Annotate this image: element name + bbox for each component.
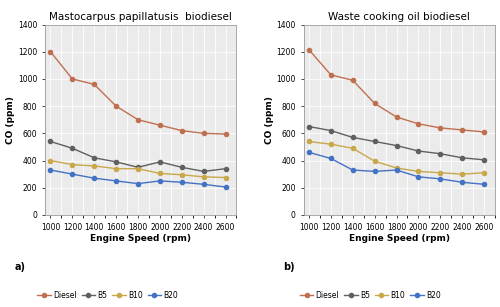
Diesel bbox=[416, 122, 422, 126]
B20 bbox=[459, 181, 465, 184]
Diesel bbox=[481, 130, 487, 134]
B20 bbox=[222, 185, 228, 189]
B5 bbox=[481, 158, 487, 162]
B20 bbox=[416, 175, 422, 179]
Diesel bbox=[179, 129, 185, 132]
Line: B10: B10 bbox=[307, 139, 486, 176]
B20 bbox=[70, 172, 75, 176]
B5 bbox=[135, 165, 141, 169]
B5 bbox=[179, 165, 185, 169]
Title: Waste cooking oil biodiesel: Waste cooking oil biodiesel bbox=[328, 12, 470, 22]
B10 bbox=[394, 166, 400, 170]
B5 bbox=[328, 129, 334, 132]
B20 bbox=[48, 168, 54, 172]
B5 bbox=[70, 146, 75, 150]
X-axis label: Engine Speed (rpm): Engine Speed (rpm) bbox=[349, 234, 450, 243]
B5 bbox=[222, 167, 228, 170]
B10 bbox=[481, 171, 487, 175]
B5 bbox=[91, 156, 97, 160]
B5 bbox=[306, 125, 312, 128]
B10 bbox=[157, 172, 163, 175]
B20 bbox=[135, 182, 141, 185]
Line: Diesel: Diesel bbox=[48, 50, 228, 136]
B20 bbox=[438, 177, 444, 181]
X-axis label: Engine Speed (rpm): Engine Speed (rpm) bbox=[90, 234, 191, 243]
B5 bbox=[438, 152, 444, 156]
B5 bbox=[394, 144, 400, 147]
Line: B10: B10 bbox=[48, 158, 228, 180]
B20 bbox=[372, 169, 378, 173]
Y-axis label: CO (ppm): CO (ppm) bbox=[6, 96, 15, 144]
B5 bbox=[350, 136, 356, 139]
B10 bbox=[350, 146, 356, 150]
Diesel bbox=[222, 132, 228, 136]
B10 bbox=[70, 163, 75, 166]
Diesel bbox=[91, 83, 97, 86]
Text: b): b) bbox=[284, 262, 295, 272]
Line: B5: B5 bbox=[48, 139, 228, 173]
Y-axis label: CO (ppm): CO (ppm) bbox=[264, 96, 274, 144]
B20 bbox=[328, 157, 334, 160]
B10 bbox=[113, 167, 119, 170]
Text: a): a) bbox=[15, 262, 26, 272]
Diesel bbox=[135, 118, 141, 122]
B5 bbox=[459, 156, 465, 160]
Diesel bbox=[372, 102, 378, 105]
B10 bbox=[91, 164, 97, 168]
B5 bbox=[113, 160, 119, 164]
B10 bbox=[48, 159, 54, 162]
B5 bbox=[416, 149, 422, 153]
B20 bbox=[179, 181, 185, 184]
B20 bbox=[481, 182, 487, 186]
B10 bbox=[200, 175, 206, 179]
B10 bbox=[328, 142, 334, 146]
B10 bbox=[459, 172, 465, 176]
B20 bbox=[350, 168, 356, 172]
Line: B5: B5 bbox=[307, 124, 486, 162]
B10 bbox=[222, 176, 228, 179]
Diesel bbox=[459, 128, 465, 132]
Diesel bbox=[328, 73, 334, 77]
B5 bbox=[48, 140, 54, 143]
Diesel bbox=[48, 50, 54, 54]
Diesel bbox=[70, 77, 75, 81]
B10 bbox=[438, 171, 444, 175]
B10 bbox=[306, 140, 312, 143]
Diesel bbox=[157, 123, 163, 127]
B10 bbox=[179, 173, 185, 177]
B5 bbox=[200, 169, 206, 173]
Line: B20: B20 bbox=[48, 168, 228, 189]
B20 bbox=[157, 179, 163, 183]
B5 bbox=[157, 160, 163, 164]
B20 bbox=[394, 168, 400, 172]
Diesel bbox=[200, 131, 206, 135]
B20 bbox=[113, 179, 119, 183]
Legend: Diesel, B5, B10, B20: Diesel, B5, B10, B20 bbox=[300, 291, 440, 300]
B20 bbox=[200, 182, 206, 186]
Diesel bbox=[438, 126, 444, 130]
B20 bbox=[306, 150, 312, 154]
B20 bbox=[91, 176, 97, 180]
Diesel bbox=[306, 48, 312, 52]
Diesel bbox=[113, 104, 119, 108]
B10 bbox=[416, 169, 422, 173]
B10 bbox=[135, 167, 141, 170]
B5 bbox=[372, 140, 378, 143]
Line: B20: B20 bbox=[307, 150, 486, 186]
Line: Diesel: Diesel bbox=[307, 48, 486, 134]
Title: Mastocarpus papillatusis  biodiesel: Mastocarpus papillatusis biodiesel bbox=[50, 12, 232, 22]
Diesel bbox=[394, 115, 400, 119]
B10 bbox=[372, 159, 378, 163]
Diesel bbox=[350, 79, 356, 82]
Legend: Diesel, B5, B10, B20: Diesel, B5, B10, B20 bbox=[38, 291, 178, 300]
